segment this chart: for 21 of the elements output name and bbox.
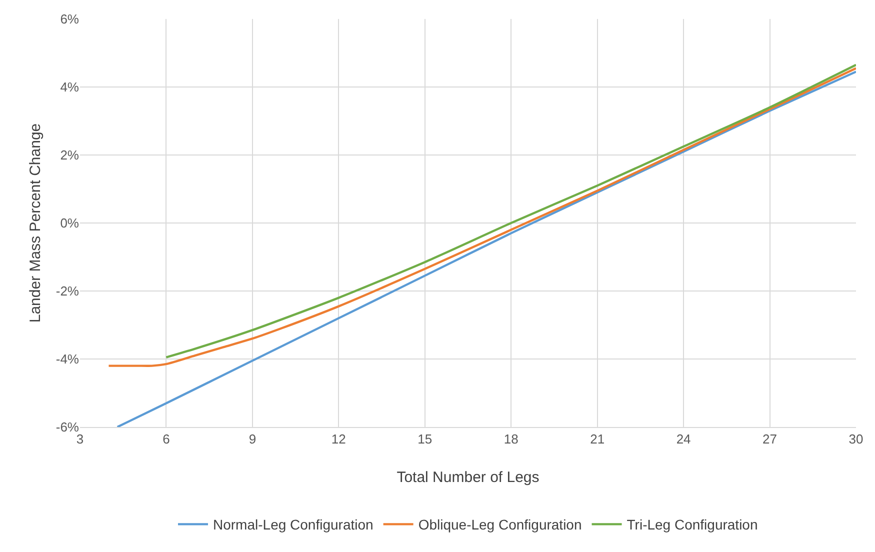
legend-label: Tri-Leg Configuration bbox=[626, 516, 758, 533]
y-axis-title: Lander Mass Percent Change bbox=[27, 123, 44, 323]
y-tick-label: 0% bbox=[60, 216, 80, 231]
x-tick-label: 24 bbox=[676, 432, 691, 447]
legend-label: Oblique-Leg Configuration bbox=[418, 516, 582, 533]
x-tick-label: 9 bbox=[248, 432, 256, 447]
x-tick-label: 27 bbox=[762, 432, 778, 447]
x-tick-label: 12 bbox=[331, 432, 346, 447]
legend-label: Normal-Leg Configuration bbox=[213, 516, 374, 533]
line-series bbox=[116, 70, 856, 427]
y-tick-label: 2% bbox=[60, 148, 80, 163]
y-tick-label: 4% bbox=[60, 80, 80, 95]
y-tick-label: -4% bbox=[56, 352, 80, 367]
y-tick-label: -2% bbox=[56, 284, 80, 299]
x-tick-label: 21 bbox=[590, 432, 605, 447]
y-tick-label: 6% bbox=[60, 12, 80, 27]
x-tick-label: 30 bbox=[848, 432, 864, 447]
x-axis-title: Total Number of Legs bbox=[396, 469, 540, 486]
x-tick-label: 15 bbox=[418, 432, 432, 447]
x-tick-label: 6 bbox=[162, 432, 170, 447]
x-tick-label: 18 bbox=[504, 432, 518, 447]
